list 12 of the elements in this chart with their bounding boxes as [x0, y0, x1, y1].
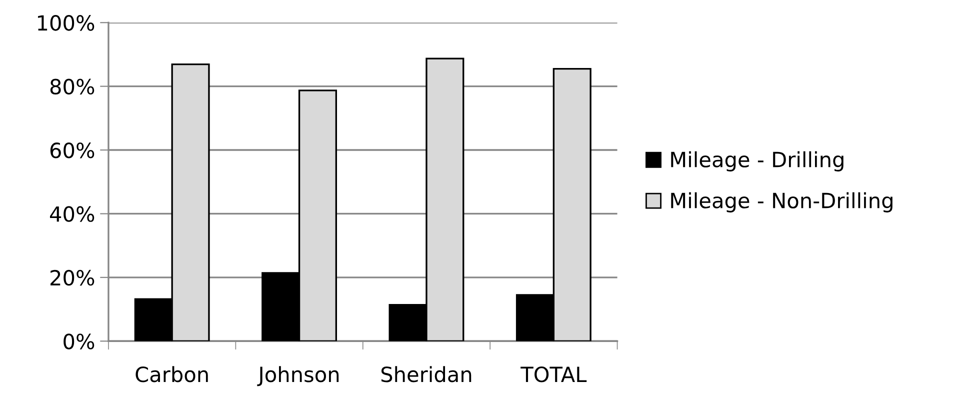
x-tick-label: Carbon: [136, 366, 208, 382]
x-tick-label: Johnson: [257, 366, 339, 386]
x-tick-label: Sheridan: [381, 366, 472, 382]
y-tick-label: 20%: [50, 270, 94, 286]
y-tick-label: 0%: [64, 334, 94, 350]
legend-label: Mileage - Drilling: [671, 151, 844, 172]
y-tick-label: 100%: [38, 15, 94, 31]
y-tick-label: 80%: [50, 78, 94, 95]
y-tick-label: 40%: [50, 206, 94, 222]
legend-label: Mileage - Non-Drilling: [671, 192, 892, 212]
x-tick-label: TOTAL: [520, 366, 587, 382]
y-tick-label: 60%: [50, 142, 94, 158]
